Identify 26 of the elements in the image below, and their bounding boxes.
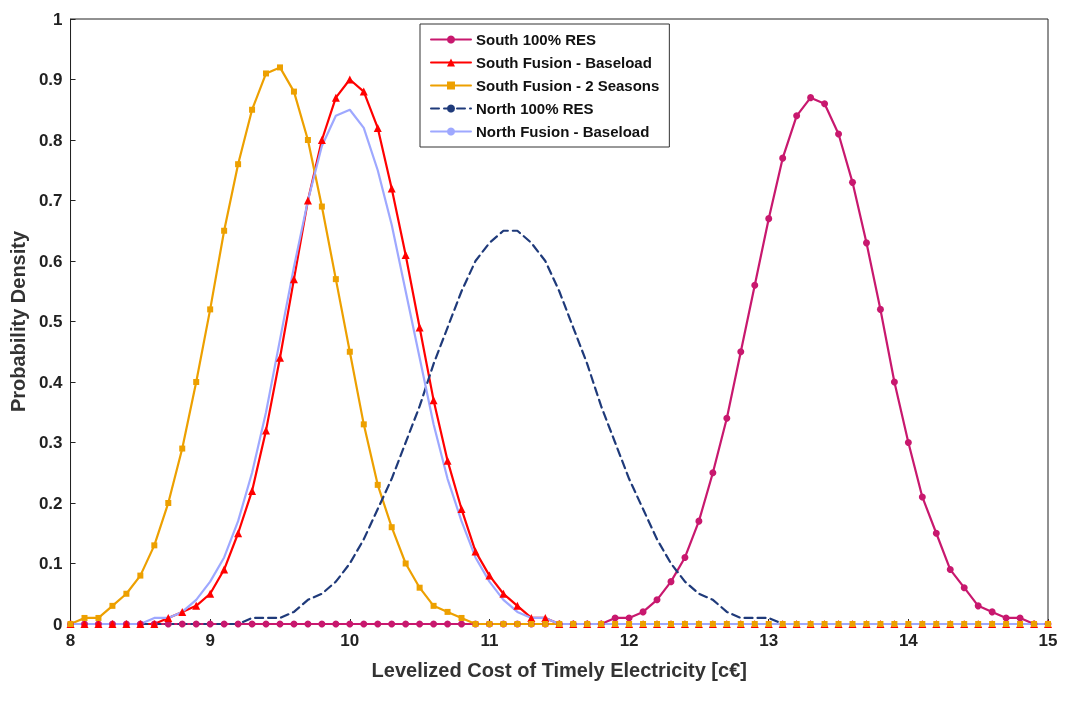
y-tick-label: 0.9 <box>38 70 63 89</box>
y-tick-label: 0.2 <box>38 493 63 513</box>
legend-label: North Fusion - Baseload <box>476 123 650 140</box>
legend-label: South Fusion - Baseload <box>476 54 652 71</box>
x-tick-label: 13 <box>759 631 779 650</box>
x-tick-label: 12 <box>619 631 639 650</box>
legend-label: North 100% RES <box>476 100 594 117</box>
y-tick-label: 0.1 <box>38 554 63 573</box>
legend-label: South 100% RES <box>476 31 597 48</box>
x-tick-label: 14 <box>898 631 919 650</box>
y-tick-label: 0.4 <box>38 372 64 392</box>
x-tick-label: 11 <box>480 631 499 650</box>
y-tick-label: 0.7 <box>38 191 63 210</box>
y-tick-label: 0 <box>53 614 63 634</box>
x-tick-label: 10 <box>340 631 360 650</box>
x-tick-label: 15 <box>1038 631 1058 650</box>
x-axis-title: Levelized Cost of Timely Electricity [c€] <box>371 659 747 681</box>
legend-label: South Fusion - 2 Seasons <box>476 77 660 94</box>
x-tick-label: 8 <box>65 631 76 650</box>
x-tick-label: 9 <box>205 631 215 650</box>
y-tick-label: 0.5 <box>38 312 63 331</box>
y-tick-label: 0.3 <box>38 433 63 452</box>
y-tick-label: 1 <box>53 9 63 29</box>
y-tick-label: 0.8 <box>38 130 63 150</box>
y-tick-label: 0.6 <box>38 251 63 271</box>
y-axis-title: Probability Density <box>7 230 29 413</box>
